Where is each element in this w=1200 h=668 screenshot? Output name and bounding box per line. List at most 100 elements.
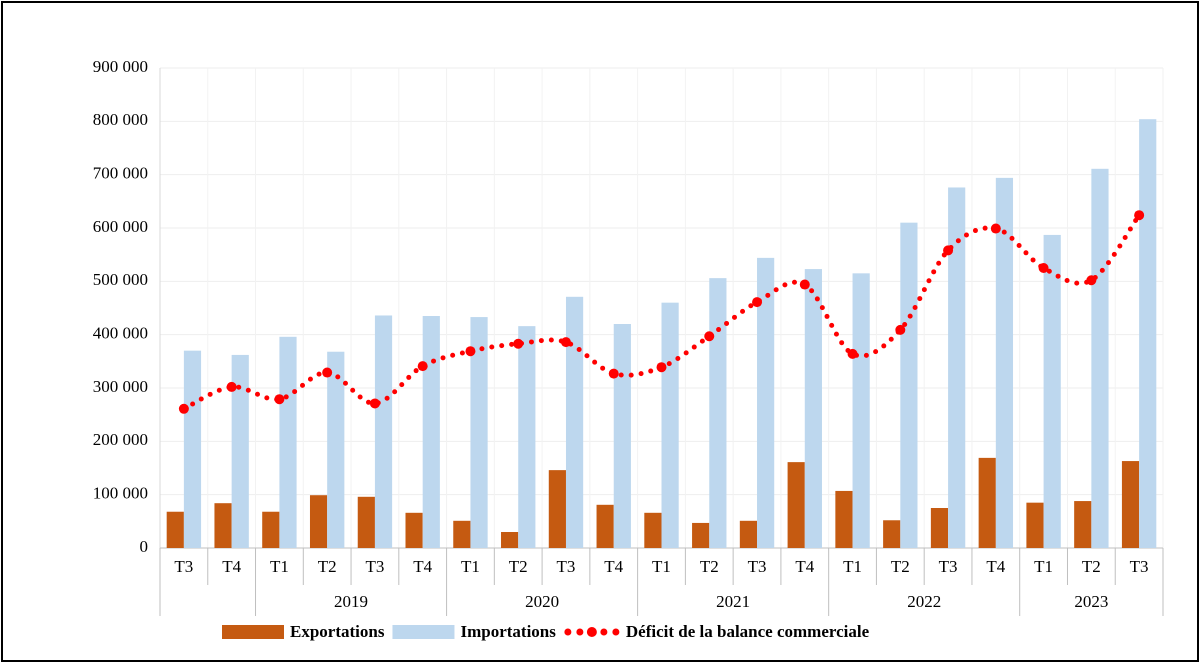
bar (1091, 168, 1109, 549)
line-marker (1038, 263, 1049, 273)
bar (739, 520, 758, 548)
bar (262, 511, 280, 548)
line-marker (560, 337, 571, 348)
line-marker (274, 394, 285, 405)
bar (1026, 502, 1044, 548)
x-group-label: 2019 (334, 592, 368, 611)
bar (453, 520, 471, 548)
line-marker (752, 297, 763, 308)
bar (1121, 461, 1140, 548)
bar (166, 511, 184, 548)
bar (279, 336, 297, 548)
y-tick-label: 400 000 (93, 324, 148, 343)
bar (995, 177, 1014, 548)
legend-label: Importations (460, 622, 556, 641)
x-tick-label: T4 (604, 557, 623, 576)
bar (852, 273, 870, 548)
x-tick-label: T4 (795, 557, 814, 576)
y-tick-label: 500 000 (93, 270, 148, 289)
line-marker (704, 331, 715, 342)
legend-swatch (600, 628, 608, 636)
line-marker (656, 362, 667, 373)
bar (644, 512, 662, 548)
y-tick-label: 200 000 (93, 430, 148, 449)
bar (948, 187, 966, 548)
bar (692, 522, 710, 548)
x-tick-label: T1 (461, 557, 480, 576)
legend-swatch (564, 628, 572, 636)
legend-label: Déficit de la balance commerciale (626, 622, 870, 641)
x-tick-label: T1 (843, 557, 862, 576)
line-marker (178, 403, 189, 414)
bar (978, 457, 996, 548)
bar (548, 470, 566, 548)
x-tick-label: T3 (1130, 557, 1149, 576)
legend-swatch (222, 625, 284, 639)
y-tick-label: 0 (140, 537, 149, 556)
bar (518, 326, 536, 548)
x-group-label: 2022 (907, 592, 941, 611)
x-tick-label: T4 (222, 557, 241, 576)
bar (565, 296, 584, 548)
x-tick-label: T2 (1082, 557, 1101, 576)
line-marker (799, 279, 810, 290)
line-marker (513, 338, 524, 349)
legend-swatch (576, 628, 584, 636)
line-marker (369, 398, 380, 409)
bar (596, 504, 614, 548)
x-tick-label: T2 (509, 557, 528, 576)
line-marker (990, 223, 1001, 234)
x-group-label: 2020 (525, 592, 559, 611)
bar (1043, 234, 1061, 548)
legend-swatch (586, 627, 597, 637)
bar (613, 324, 631, 548)
x-tick-label: T1 (652, 557, 671, 576)
legend-swatch (392, 625, 455, 639)
bar (357, 496, 375, 548)
y-tick-label: 300 000 (93, 377, 148, 396)
bar (1074, 501, 1092, 548)
line (181, 212, 1142, 412)
x-tick-label: T3 (174, 557, 193, 576)
legend-label: Exportations (290, 622, 385, 641)
bar (470, 317, 488, 548)
bar (501, 532, 519, 548)
bar (709, 278, 727, 548)
line-marker (1134, 210, 1145, 221)
y-tick-label: 600 000 (93, 217, 148, 236)
bar (327, 351, 345, 548)
bar (214, 503, 232, 548)
bar (374, 315, 393, 548)
x-tick-label: T3 (557, 557, 576, 576)
bar (900, 222, 918, 548)
bar (405, 512, 423, 548)
x-tick-label: T1 (1034, 557, 1053, 576)
x-tick-label: T3 (365, 557, 384, 576)
line-marker (943, 245, 954, 256)
bar (804, 269, 822, 548)
legend-swatch (612, 628, 620, 636)
line-marker (322, 367, 333, 378)
x-tick-label: T2 (318, 557, 337, 576)
line-marker (847, 348, 858, 359)
bar (1139, 119, 1157, 548)
bar (883, 520, 901, 548)
y-tick-label: 900 000 (93, 57, 148, 76)
bar (757, 257, 775, 548)
x-group-label: 2021 (716, 592, 750, 611)
line-marker (226, 381, 237, 392)
bar (309, 495, 328, 548)
bar (835, 490, 853, 548)
line-marker (895, 324, 906, 335)
x-tick-label: T1 (270, 557, 289, 576)
y-tick-label: 700 000 (93, 164, 148, 183)
line-marker (1086, 275, 1097, 286)
x-tick-label: T3 (748, 557, 767, 576)
line-marker (608, 368, 619, 379)
x-tick-label: T4 (413, 557, 432, 576)
bar (930, 508, 949, 548)
bar (661, 302, 679, 548)
y-tick-label: 800 000 (93, 110, 148, 129)
x-tick-label: T2 (700, 557, 719, 576)
